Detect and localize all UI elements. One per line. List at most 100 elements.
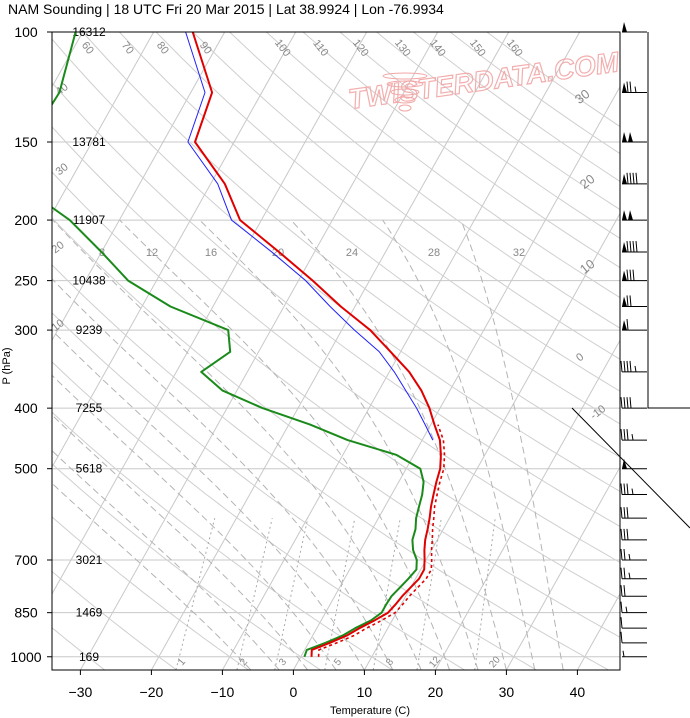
x-tick-label: 20 bbox=[428, 684, 444, 700]
wind-barb-flag bbox=[620, 617, 623, 629]
wind-barb-flag bbox=[629, 397, 632, 409]
moist-adiabat bbox=[52, 450, 280, 670]
wind-barb-pennant bbox=[622, 458, 627, 469]
wind-barb-flag bbox=[629, 295, 632, 307]
wind-barb-flag bbox=[620, 429, 623, 441]
wind-barb-flag bbox=[620, 585, 623, 597]
isotherm-line bbox=[576, 592, 620, 670]
wind-barb-flag bbox=[623, 429, 626, 441]
isotherm-label: 90 bbox=[197, 40, 214, 57]
watermark-tornado-icon bbox=[390, 88, 420, 96]
parcel-line bbox=[317, 424, 446, 657]
dry-adiabat-label: 30 bbox=[54, 161, 71, 178]
wind-barb-half-flag bbox=[634, 365, 637, 372]
mixing-ratio-line bbox=[175, 518, 216, 670]
wind-barb-flag bbox=[626, 528, 629, 540]
wind-barb-flag bbox=[626, 269, 629, 281]
moist-adiabat-label: 16 bbox=[205, 247, 217, 259]
dry-adiabat bbox=[119, 32, 620, 425]
wind-barb-flag bbox=[626, 240, 629, 253]
height-label: 9239 bbox=[76, 323, 103, 337]
isotherm-label: 60 bbox=[79, 40, 96, 57]
wind-barb-pennant bbox=[622, 173, 627, 184]
mixing-ratio-line bbox=[274, 518, 309, 670]
wind-barb-flag bbox=[620, 507, 623, 519]
isotherm-line bbox=[505, 466, 620, 670]
watermark-tornado-icon bbox=[394, 96, 416, 104]
height-label: 13781 bbox=[72, 135, 106, 149]
y-tick-label: 150 bbox=[14, 134, 38, 150]
wind-barb bbox=[622, 81, 647, 94]
height-label: 10438 bbox=[72, 274, 106, 288]
wind-barb-pennant bbox=[628, 132, 633, 143]
dry-adiabat bbox=[82, 32, 620, 458]
dry-adiabat bbox=[52, 217, 620, 638]
wind-barb-pennant bbox=[622, 242, 627, 253]
wind-barb-flag bbox=[626, 397, 629, 409]
temperature-line bbox=[191, 32, 442, 657]
height-label: 169 bbox=[79, 650, 99, 664]
wind-barb-flag bbox=[623, 585, 626, 597]
wind-barb bbox=[620, 548, 647, 561]
wind-barb-flag bbox=[623, 528, 626, 540]
isotherm-line bbox=[52, 32, 368, 595]
wind-barb bbox=[622, 172, 647, 185]
height-label: 11907 bbox=[73, 213, 106, 227]
wind-barb-flag bbox=[620, 397, 623, 409]
wind-barbs bbox=[620, 22, 647, 658]
dry-adiabat-label: 0 bbox=[574, 351, 586, 364]
watermark-tornado-icon bbox=[398, 104, 412, 112]
background-labels: 60 70 80 90 100 110 120 130 140 150 160403020100-1… bbox=[52, 37, 620, 670]
wind-barb bbox=[620, 483, 647, 496]
wind-barb-pennant bbox=[622, 210, 627, 221]
isotherm-line bbox=[52, 32, 155, 215]
dry-adiabat bbox=[52, 361, 465, 670]
y-tick-label: 100 bbox=[14, 24, 38, 40]
plot-border bbox=[51, 31, 621, 671]
y-tick-label: 500 bbox=[14, 461, 38, 477]
dry-adiabat-label: 30 bbox=[572, 86, 593, 107]
wind-barb-pennant bbox=[622, 270, 627, 281]
wind-barb-half-flag bbox=[631, 434, 634, 441]
moist-adiabat-label: 28 bbox=[428, 247, 440, 259]
wind-barb-half-flag bbox=[631, 488, 634, 495]
wind-barb-pennant bbox=[622, 82, 627, 93]
mixing-ratio-line bbox=[236, 518, 273, 670]
x-axis-label: Temperature (C) bbox=[330, 705, 410, 717]
y-tick-label: 200 bbox=[14, 212, 38, 228]
wind-barb-flag bbox=[626, 507, 629, 519]
y-tick-label: 300 bbox=[14, 322, 38, 338]
wind-barb-flag bbox=[620, 528, 623, 540]
wind-barb bbox=[620, 528, 647, 541]
height-label: 7255 bbox=[76, 401, 103, 415]
moist-adiabat-label: 32 bbox=[513, 247, 525, 259]
virtual-temperature-line bbox=[185, 32, 434, 441]
wind-barb-half-flag bbox=[625, 606, 628, 613]
dry-adiabat bbox=[486, 32, 620, 128]
moist-adiabat-label: 20 bbox=[272, 247, 284, 259]
wind-barb bbox=[622, 650, 647, 658]
isotherm-label: 160 bbox=[504, 37, 525, 59]
moist-adiabat bbox=[382, 219, 536, 670]
background-lines: 60 70 80 90 100 110 120 130 140 150 160403020100-1… bbox=[52, 32, 620, 670]
mixing-ratio-line bbox=[416, 518, 442, 670]
y-tick-label: 700 bbox=[14, 552, 38, 568]
mixing-ratio-line bbox=[474, 518, 496, 670]
moist-adiabat bbox=[52, 374, 337, 670]
wind-barb bbox=[620, 507, 647, 519]
x-tick-label: −20 bbox=[140, 684, 164, 700]
wind-barb-flag bbox=[632, 269, 635, 281]
isotherm-label: 70 bbox=[119, 40, 136, 57]
wind-barb-pennant bbox=[622, 22, 627, 32]
dry-adiabat bbox=[52, 264, 609, 670]
wind-barb-flag bbox=[635, 240, 638, 253]
dry-adiabat bbox=[155, 32, 620, 392]
wind-barb-flag bbox=[620, 631, 623, 643]
wind-barb-flag bbox=[632, 172, 635, 184]
mixing-ratio-label: 8 bbox=[384, 656, 396, 668]
wind-barb bbox=[622, 240, 647, 253]
wind-barb bbox=[620, 429, 647, 441]
height-labels: 1631213781119071043892397255561830211469… bbox=[72, 25, 106, 664]
wind-barb-pennant bbox=[622, 296, 627, 307]
wind-barb-flag bbox=[620, 601, 623, 613]
